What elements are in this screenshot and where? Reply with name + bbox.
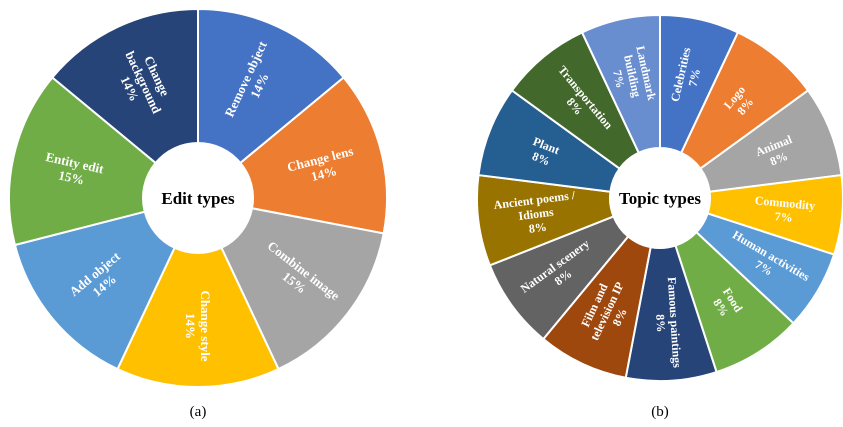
topic-center-label: Topic types: [619, 189, 701, 208]
slice-percent-label: 8%: [530, 149, 552, 169]
edit-slice-add-object: [13, 210, 176, 371]
slice-name-label: Change style: [198, 290, 213, 361]
slice-percent-label: 7%: [686, 67, 704, 88]
slice-percent-label: 15%: [57, 167, 86, 187]
slice-name-label: Commodity: [754, 193, 816, 213]
caption-b: (b): [651, 404, 669, 420]
edit-slice-change: [50, 7, 199, 165]
slice-percent-label: 7%: [610, 69, 628, 90]
slice-percent-label: 8%: [609, 306, 629, 328]
edit-slice-remove-object: [197, 7, 346, 165]
edit-slice-entity-edit: [8, 76, 158, 247]
topic-types-donut-chart: Celebrities7%Logo8%Animal8%Commodity7%Hu…: [476, 13, 843, 382]
slice-name-label: Idioms: [518, 205, 555, 223]
edit-slice-change-style: [116, 246, 280, 388]
edit-slice-combine-image: [220, 207, 385, 371]
edit-slice-change-lens: [238, 76, 388, 235]
slice-percent-label: 8%: [768, 149, 790, 169]
topic-slice-landmark: [580, 13, 661, 155]
edit-center-label: Edit types: [161, 189, 235, 208]
slice-percent-label: 7%: [774, 209, 793, 225]
slice-percent-label: 14%: [309, 163, 338, 184]
slice-name-label: Famous paintings: [665, 277, 685, 369]
slice-percent-label: 8%: [653, 314, 668, 333]
slice-percent-label: 8%: [528, 220, 548, 236]
caption-a: (a): [190, 404, 207, 420]
slice-percent-label: 14%: [183, 313, 198, 339]
